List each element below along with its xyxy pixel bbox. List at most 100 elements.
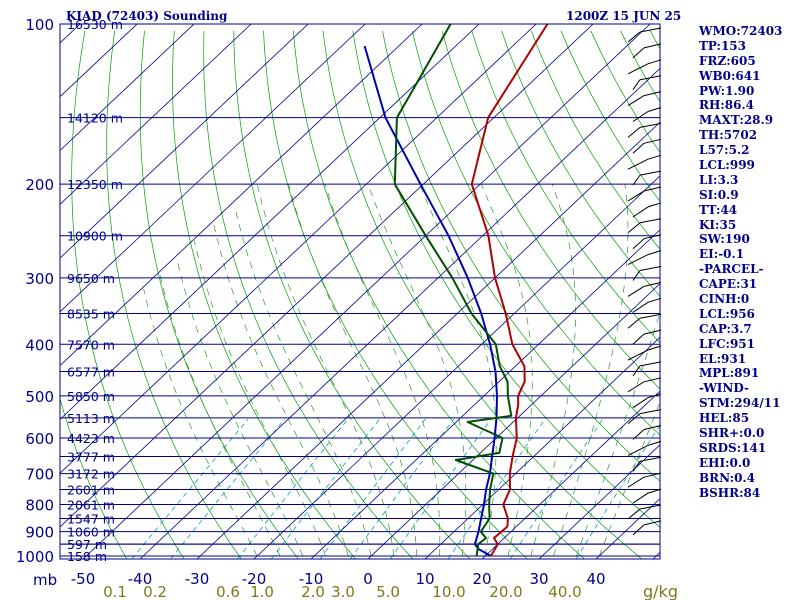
index-value: TP:153 [699,38,747,53]
index-value: HEL:85 [699,411,750,426]
mixing-ratio-line [575,424,660,559]
height-label: 5113 m [67,411,115,426]
height-label: 597 m [67,537,107,552]
wind-barb-flag [627,158,649,170]
wind-barb-flag [627,127,641,138]
height-label: 10900 m [67,229,123,244]
isotherm-line [60,24,423,367]
wind-barbs [627,27,662,536]
wind-barb-flag [632,238,645,250]
temperature-tick-label: 40 [586,570,605,588]
mixing-ratio-tick-label: 2.0 [301,583,325,600]
wind-barb [643,425,662,430]
dry-adiabat [203,30,414,559]
index-value: RH:86.4 [699,98,754,113]
station-title: KIAD (72403) Sounding [66,9,228,23]
plot-frame [59,23,661,560]
isotherm-line [60,24,195,152]
temperature-tick-label: -20 [242,570,267,588]
mixing-ratio-line [237,418,349,559]
temperature-tick-label: 0 [363,570,373,588]
index-value: SW:190 [699,232,750,247]
isotherm-line [60,24,252,205]
mixing-ratio-tick-label: 10.0 [432,583,465,600]
wind-barb-flag [627,349,649,361]
height-label: 12350 m [67,177,123,192]
dry-adiabat [233,30,471,559]
pressure-tick-label: 1000 [16,548,54,566]
dry-adiabat [139,30,299,559]
index-value: FRZ:605 [699,53,756,68]
dry-adiabat [263,30,528,559]
wind-barb-flag [632,174,641,186]
wind-barb-flag [632,270,641,281]
pressure-unit-label: mb [33,571,57,589]
index-value: -WIND- [699,381,749,396]
pressure-tick-label: 200 [25,176,54,194]
temperature-tick-label: -30 [185,570,210,588]
mixing-ratio-tick-label: 0.1 [103,583,127,600]
wind-barb [639,266,662,271]
pressure-tick-label: 800 [25,497,54,515]
pressure-tick-label: 400 [25,336,54,354]
index-value: CINH:0 [699,292,750,307]
mixing-ratio-tick-label: 1.0 [250,583,274,600]
index-value: SRDS:141 [699,440,767,455]
height-label: 5850 m [67,389,115,404]
wind-barb-flag [627,31,641,43]
pressure-tick-label: 600 [25,430,54,448]
mixing-ratio-line [170,418,286,559]
wind-barb-flag [627,381,645,393]
isotherm-line [60,24,537,474]
height-label: 6577 m [67,365,115,380]
mixing-ratio-tick-label: 0.2 [143,583,167,600]
index-value: EHI:0.0 [699,455,751,470]
wind-barb [647,250,662,256]
wind-barb [647,393,662,399]
wind-barb [639,504,662,510]
index-value: SHR+:0.0 [699,426,765,441]
index-value: CAPE:31 [699,277,758,292]
index-value: LI:3.3 [699,172,739,187]
mixing-ratio-line [319,418,426,559]
wind-barb-flag [627,508,641,520]
mixing-ratio-tick-label: 5.0 [376,583,400,600]
indices-panel: WMO:72403 TP:153 FRZ:605 WB0:641 PW:1.90 RH:8… [699,24,799,501]
temperature-labels: -50 -40 -30 -20 -10 0 10 20 30 40 [71,570,606,588]
index-value: CAP:3.7 [699,321,752,336]
dry-adiabat [172,30,356,559]
isotherm-line [367,282,660,559]
height-label: 4423 m [67,431,115,446]
mixing-ratio-unit-label: g/kg [643,582,678,600]
wind-barb [639,27,662,33]
wind-barb-flag [627,476,645,488]
wind-barb [643,329,662,335]
index-value: LCL:956 [699,306,755,321]
temperature-tick-label: 20 [472,570,491,588]
mixing-ratio-line [509,418,604,559]
wind-barb-flag [627,95,645,107]
wind-barb-flag [627,285,645,297]
trace-temperature [470,24,549,557]
dry-adiabat [411,30,660,436]
pressure-tick-label: 900 [25,524,54,542]
height-label: 9650 m [67,271,115,286]
pressure-tick-label: 100 [25,16,54,34]
wind-barb-flag [632,524,645,536]
height-label: 158 m [67,549,107,564]
index-value: TH:5702 [699,128,758,143]
dry-adiabats [60,30,660,559]
moist-adiabat [176,257,304,557]
moist-adiabat [159,273,281,557]
index-value: EL:931 [699,351,747,366]
height-label: 3777 m [67,450,115,465]
wind-barb-flag [632,429,645,440]
height-label: 3172 m [67,467,115,482]
dry-adiabat [106,30,242,559]
wind-barb-flag [632,365,641,377]
index-value: STM:294/11 [699,396,781,411]
temperature-tick-label: -50 [71,570,96,588]
wind-barb [639,361,662,367]
isotherm-line [139,67,660,559]
